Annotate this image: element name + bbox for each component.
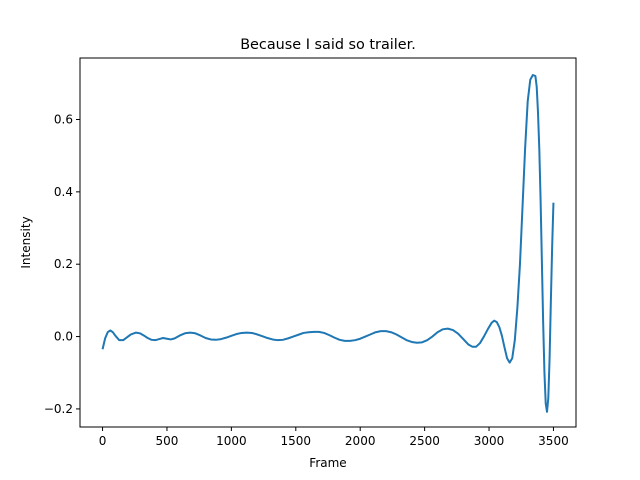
y-tick-label: 0.4 bbox=[54, 185, 73, 199]
x-tick-label: 3000 bbox=[474, 434, 505, 448]
x-tick-label: 0 bbox=[99, 434, 107, 448]
y-tick-label: −0.2 bbox=[44, 402, 73, 416]
y-tick-label: 0.6 bbox=[54, 113, 73, 127]
series-line-0 bbox=[101, 74, 555, 413]
y-axis: −0.2 0.0 0.2 0.4 0.6 bbox=[44, 113, 80, 416]
axes-frame bbox=[79, 57, 577, 428]
x-tick-label: 2000 bbox=[345, 434, 376, 448]
plot-area bbox=[101, 74, 555, 413]
x-tick-label: 3500 bbox=[538, 434, 569, 448]
y-axis-label: Intensity bbox=[19, 216, 33, 268]
chart-title: Because I said so trailer. bbox=[240, 37, 416, 53]
x-tick-label: 1000 bbox=[216, 434, 247, 448]
x-tick-label: 1500 bbox=[281, 434, 312, 448]
x-axis: 0 500 1000 1500 2000 2500 3000 3500 bbox=[99, 427, 569, 448]
x-tick-label: 2500 bbox=[409, 434, 440, 448]
x-tick-label: 500 bbox=[156, 434, 179, 448]
y-tick-label: 0.0 bbox=[54, 330, 73, 344]
x-axis-label: Frame bbox=[309, 456, 346, 470]
y-tick-label: 0.2 bbox=[54, 257, 73, 271]
